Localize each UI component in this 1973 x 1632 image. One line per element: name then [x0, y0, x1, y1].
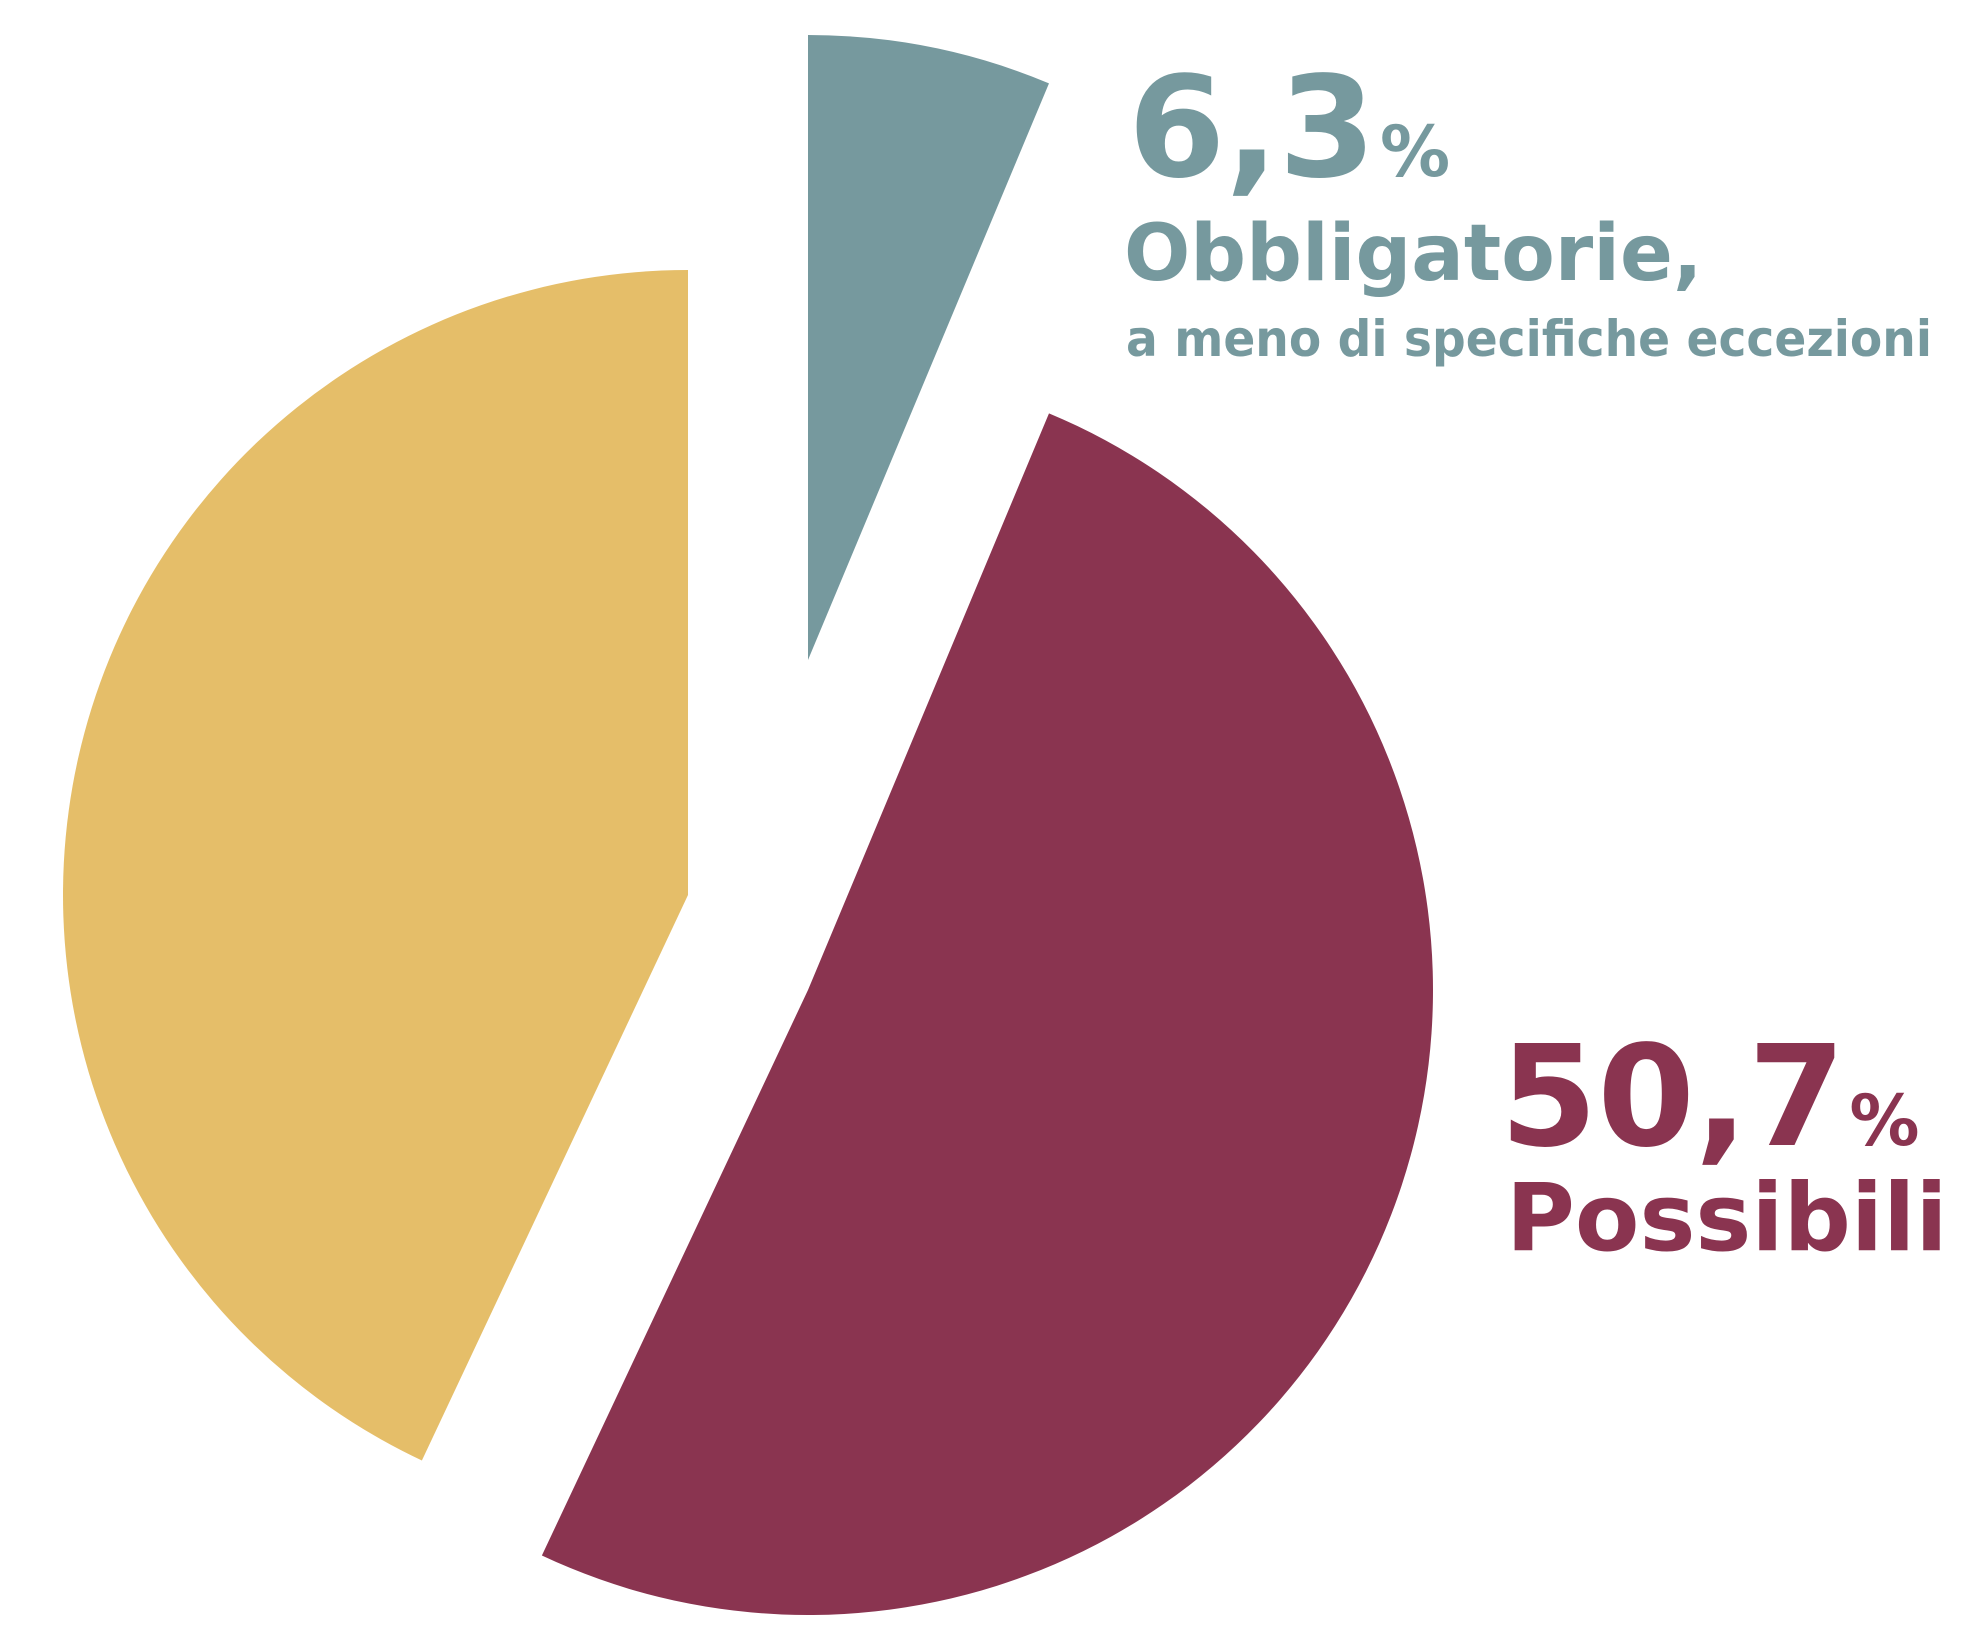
slice-value-obbligatorie: 6,3 [1128, 47, 1376, 210]
slice-unit-possibili: % [1849, 1080, 1919, 1162]
pie-slice-unlabeled [62, 269, 688, 1461]
pie-slice-possibili [541, 413, 1433, 1615]
slice-unit-obbligatorie: % [1380, 111, 1450, 193]
pie-slice-obbligatorie [808, 35, 1049, 660]
slice-sublabel-obbligatorie: a meno di specifiche eccezioni [1126, 310, 1932, 368]
slice-label-obbligatorie: 6,3% [1128, 47, 1450, 210]
slice-label-possibili: 50,7% [1500, 1016, 1920, 1179]
slice-name-possibili: Possibili [1506, 1164, 1948, 1273]
slice-value-possibili: 50,7 [1500, 1016, 1845, 1179]
pie-slices [62, 35, 1433, 1615]
slice-name-obbligatorie: Obbligatorie, [1124, 209, 1703, 299]
